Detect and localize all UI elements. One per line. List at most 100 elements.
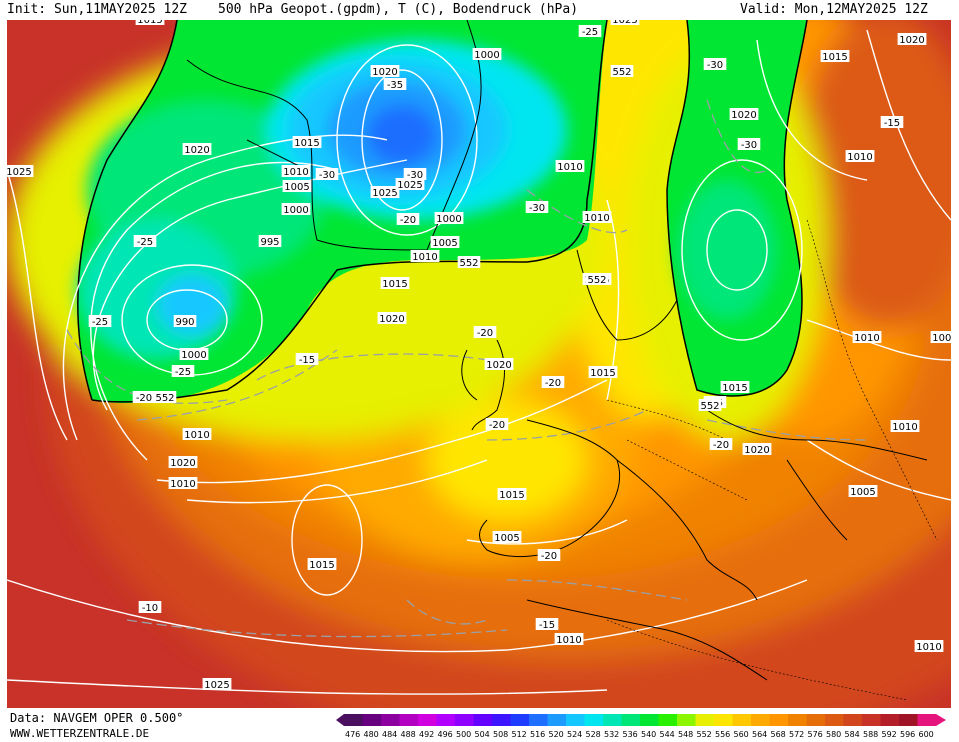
legend-label: 492 [419,730,434,739]
legend-label: 592 [882,730,897,739]
legend-label: 476 [345,730,360,739]
legend-label: 496 [438,730,453,739]
pressure-label-box [852,331,882,343]
temperature-label: -30 [529,203,545,214]
pressure-label: 1010 [556,635,581,646]
temperature-label: -30 [707,60,723,71]
map-footer: Data: NAVGEM OPER 0.500° WWW.WETTERZENTR… [0,708,959,741]
temperature-label: -30 [319,170,335,181]
pressure-label-box [258,235,282,247]
pressure-label: 1020 [486,360,511,371]
temperature-label-box [541,376,565,388]
source-url[interactable]: WWW.WETTERZENTRALE.DE [10,727,150,740]
temperature-label: -25 [92,317,108,328]
temperature-label-box [403,168,427,180]
pressure-label-box [720,381,750,393]
pressure-label: 1010 [283,167,308,178]
temperature-label: -15 [299,355,315,366]
pressure-label: 1020 [372,67,397,78]
pressure-label: 1010 [847,152,872,163]
temperature-label: -30 [741,140,757,151]
legend-swatch [806,714,825,726]
pressure-label-box [370,186,400,198]
legend-swatch [695,714,714,726]
legend-label: 480 [364,730,379,739]
pressure-label-box [377,312,407,324]
geopotential-label-box [457,256,481,268]
legend-label: 588 [863,730,878,739]
legend-swatch [917,714,936,726]
pressure-label: 1015 [822,52,847,63]
legend-swatch [344,714,363,726]
geopotential-label: 552 [612,67,631,78]
pressure-label: 1005 [494,533,519,544]
pressure-label-box [897,33,927,45]
legend-swatch [566,714,585,726]
legend-swatch [732,714,751,726]
pressure-label-box [182,428,212,440]
geopotential-label-box [698,399,722,411]
pressure-label: 1015 [590,368,615,379]
legend-swatch [603,714,622,726]
pressure-label: 1000 [436,214,461,225]
pressure-label: 1015 [499,490,524,501]
legend-label: 596 [900,730,915,739]
temperature-label-box [473,326,497,338]
legend-swatch [621,714,640,726]
pressure-label: 1025 [7,167,32,178]
pressure-label-box [472,48,502,60]
legend-swatch [714,714,733,726]
pressure-label-box [845,150,875,162]
legend-min-arrow [336,714,344,726]
temperature-label-box [525,201,549,213]
pressure-label: 1005 [432,238,457,249]
geopotential-label: 552 [155,393,174,404]
pressure-label: 990 [175,317,194,328]
pressure-label-box [497,488,527,500]
pressure-label: 1025 [372,188,397,199]
pressure-label: 1020 [731,110,756,121]
pressure-label: 1010 [170,479,195,490]
temperature-label: -25 [175,367,191,378]
legend-swatch [510,714,529,726]
isobars [7,29,951,695]
pressure-label-box [135,20,165,25]
legend-max-arrow [936,714,946,726]
legend-label: 552 [697,730,712,739]
pressure-labels: 1015 1025 1020 1015 1000 1020 1025 1020 1015 1025… [7,20,951,691]
legend-swatch [492,714,511,726]
legend-swatch [640,714,659,726]
pressure-label-box [7,165,34,177]
geopotential-label: 552 [587,275,606,286]
pressure-label-box [820,50,850,62]
legend-label: 540 [641,730,656,739]
pressure-label: 1005 [284,182,309,193]
pressure-label-box [395,178,425,190]
data-source: Data: NAVGEM OPER 0.500° [10,711,184,725]
legend-swatch [677,714,696,726]
pressure-label: 1010 [916,642,941,653]
temperature-label: -10 [142,603,158,614]
pressure-label: 1025 [612,20,637,26]
temperature-label-box [171,365,195,377]
geopotential-label-box [153,391,177,403]
pressure-label-box [380,277,410,289]
geopotential-label: 552 [459,258,478,269]
pressure-label-box [370,65,400,77]
weather-map[interactable]: 1015 1025 1020 1015 1000 1020 1025 1020 1015 1025… [7,20,951,708]
legend-swatch [843,714,862,726]
pressure-label-box [914,640,944,652]
legend-label: 576 [808,730,823,739]
pressure-label-box [410,250,440,262]
legend-swatch [547,714,566,726]
legend-label: 580 [826,730,841,739]
pressure-label: 1005 [850,487,875,498]
geopotential-labels: 552 552 552 552 552 [153,65,722,412]
legend-swatch [769,714,788,726]
pressure-label-box [848,485,878,497]
temperature-label: -15 [884,118,900,129]
temperature-label: -25 [137,237,153,248]
pressure-label: 1010 [557,162,582,173]
legend-swatch [418,714,437,726]
legend-swatch [658,714,677,726]
